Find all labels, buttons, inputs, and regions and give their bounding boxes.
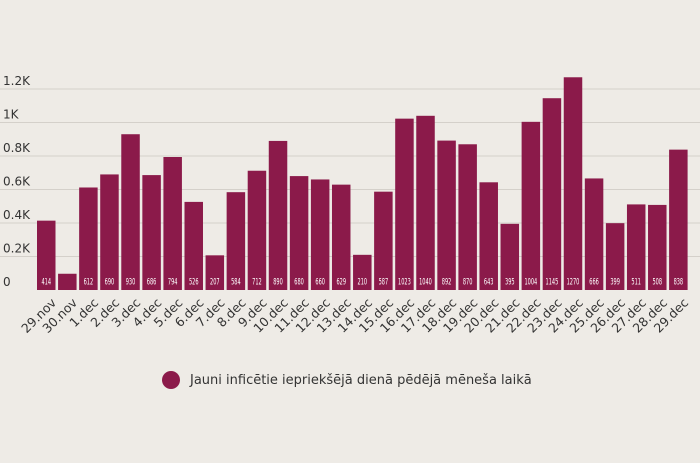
bar xyxy=(374,191,393,290)
data-label: 414 xyxy=(41,276,51,287)
y-tick-label: 0 xyxy=(3,275,11,289)
bar xyxy=(500,223,520,290)
data-label: 666 xyxy=(589,276,599,287)
bar xyxy=(289,176,309,290)
bar xyxy=(458,144,477,290)
legend-swatch xyxy=(162,371,180,389)
x-axis-labels: 29.nov30.nov1.dec2.dec3.dec4.dec5.dec6.d… xyxy=(18,295,691,336)
y-tick-label: 0.2K xyxy=(3,242,31,256)
y-tick-label: 1.2K xyxy=(3,74,31,88)
bar xyxy=(605,223,625,290)
data-label: 930 xyxy=(126,276,136,287)
data-label: 643 xyxy=(484,276,494,287)
bar xyxy=(79,187,98,290)
bar xyxy=(310,179,330,290)
bar-chart: 0 0.2K 0.4K 0.6K 0.8K 1K 1.2K 414 612 690 930 686 7… xyxy=(0,74,700,336)
bar xyxy=(584,178,604,290)
data-label: 838 xyxy=(674,276,684,287)
bar xyxy=(184,201,203,290)
bar xyxy=(437,140,456,290)
data-label: 1040 xyxy=(419,276,432,287)
bar xyxy=(669,149,688,290)
bar xyxy=(100,174,119,290)
data-label: 526 xyxy=(189,276,199,287)
data-label: 207 xyxy=(210,276,220,287)
bar xyxy=(205,255,225,290)
data-label: 612 xyxy=(84,276,94,287)
bar xyxy=(542,98,562,291)
bar xyxy=(416,115,435,290)
bar xyxy=(142,175,161,290)
data-label: 1145 xyxy=(546,276,559,287)
bar xyxy=(648,204,667,290)
data-label: 629 xyxy=(336,276,346,287)
data-label: 210 xyxy=(358,276,368,287)
data-label: 511 xyxy=(631,276,641,287)
data-label: 680 xyxy=(294,276,304,287)
data-label: 690 xyxy=(105,276,115,287)
y-tick-label: 1K xyxy=(3,108,20,122)
data-label: 660 xyxy=(315,276,325,287)
bar xyxy=(247,170,267,290)
data-label: 587 xyxy=(379,276,389,287)
value-labels: 414 612 690 930 686 794 526 207 584 712 890 680 660 6… xyxy=(41,276,683,287)
y-axis-labels: 0 0.2K 0.4K 0.6K 0.8K 1K 1.2K xyxy=(3,74,31,289)
legend-label: Jauni inficētie iepriekšējā dienā pēdējā… xyxy=(190,372,532,388)
y-tick-label: 0.4K xyxy=(3,208,31,222)
data-label: 1023 xyxy=(398,276,411,287)
bar xyxy=(37,220,56,290)
data-label: 399 xyxy=(610,276,620,287)
data-label: 870 xyxy=(463,276,473,287)
bar xyxy=(226,192,246,290)
bar xyxy=(521,121,541,290)
y-tick-label: 0.8K xyxy=(3,141,31,155)
bars xyxy=(37,77,688,291)
legend: Jauni inficētie iepriekšējā dienā pēdējā… xyxy=(162,371,532,389)
bar xyxy=(563,77,583,291)
data-label: 686 xyxy=(147,276,157,287)
bar xyxy=(353,254,372,290)
data-label: 395 xyxy=(505,276,515,287)
bar xyxy=(395,118,414,291)
bar xyxy=(331,184,351,290)
bar xyxy=(479,182,498,290)
data-label: 712 xyxy=(252,276,262,287)
bar xyxy=(121,134,140,290)
bar xyxy=(268,140,288,290)
data-label: 890 xyxy=(273,276,283,287)
bar xyxy=(626,204,646,290)
y-tick-label: 0.6K xyxy=(3,175,31,189)
bar xyxy=(163,157,182,290)
data-label: 1270 xyxy=(567,276,580,287)
data-label: 508 xyxy=(653,276,663,287)
bar xyxy=(58,273,77,290)
data-label: 892 xyxy=(442,276,452,287)
data-label: 584 xyxy=(231,276,241,287)
data-label: 794 xyxy=(168,276,178,287)
data-label: 1004 xyxy=(524,276,537,287)
